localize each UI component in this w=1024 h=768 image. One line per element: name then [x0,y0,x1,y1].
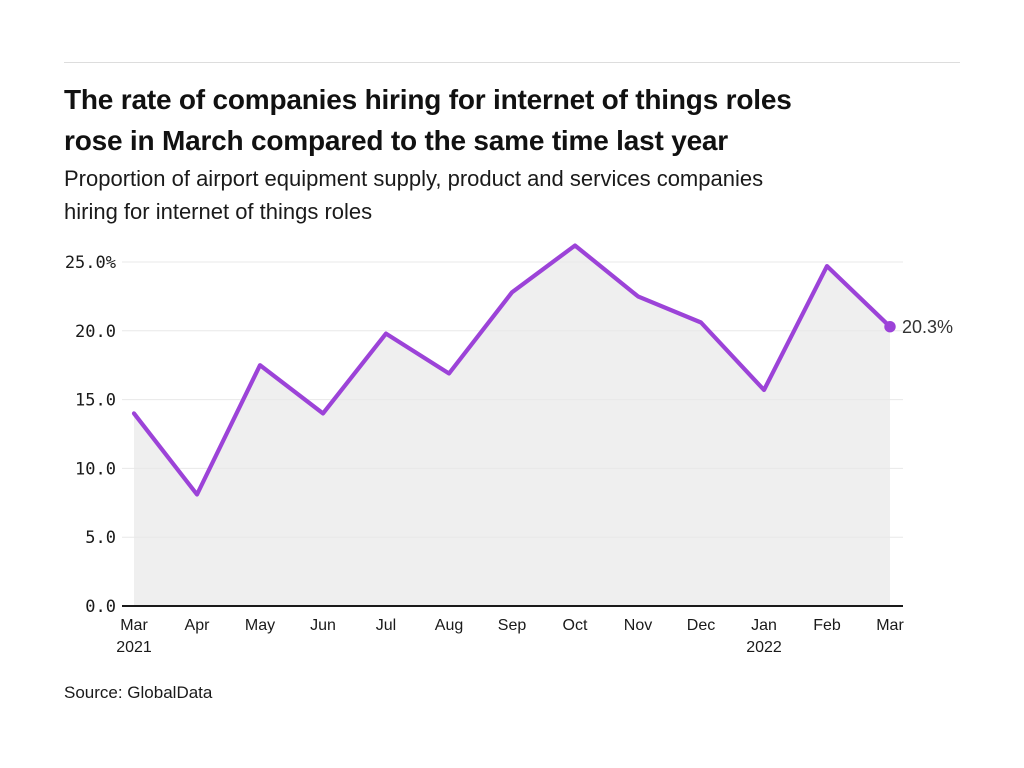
y-tick-label: 10.0 [75,459,116,479]
x-tick-label: Mar [876,617,904,634]
x-tick-label: May [245,617,275,634]
end-point-dot [884,321,896,333]
chart-subtitle-line1: Proportion of airport equipment supply, … [64,166,764,191]
x-tick-label: Oct [563,617,588,634]
x-tick-label: Jul [376,617,396,634]
chart-title-line1: The rate of companies hiring for interne… [64,84,792,115]
year-label: 2021 [116,639,152,656]
x-tick-label: Sep [498,617,527,634]
chart-subtitle-line2: hiring for internet of things roles [64,199,373,224]
source-note: Source: GlobalData [64,683,213,702]
y-tick-label: 25.0% [65,253,116,273]
chart-title-line2: rose in March compared to the same time … [64,125,729,156]
year-label: 2022 [746,639,782,656]
x-tick-label: Aug [435,617,463,634]
x-tick-label: Dec [687,617,715,634]
trend-line [131,243,893,497]
chart-subtitle: Proportion of airport equipment supply, … [64,162,763,228]
top-divider [64,62,960,63]
x-tick-label: Apr [185,617,211,634]
chart-title: The rate of companies hiring for interne… [64,79,792,161]
x-tick-label: Jan [751,617,777,634]
y-tick-label: 15.0 [75,391,116,411]
x-tick-label: Feb [813,617,841,634]
area-fill [134,245,890,606]
end-point-label: 20.3% [902,317,953,337]
x-tick-label: Jun [310,617,336,634]
y-tick-label: 5.0 [85,528,116,548]
y-tick-label: 0.0 [85,597,116,617]
x-tick-label: Mar [120,617,148,634]
y-tick-label: 20.0 [75,322,116,342]
x-tick-label: Nov [624,617,652,634]
